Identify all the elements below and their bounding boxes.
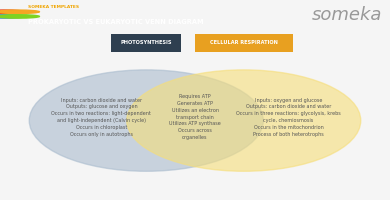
FancyBboxPatch shape [195,34,292,52]
Text: PROKARYOTIC VS EUKARYOTIC VENN DIAGRAM: PROKARYOTIC VS EUKARYOTIC VENN DIAGRAM [28,19,204,25]
Text: Inputs: carbon dioxide and water
Outputs: glucose and oxygen
Occurs in two react: Inputs: carbon dioxide and water Outputs… [51,98,151,137]
Text: CELLULAR RESPIRATION: CELLULAR RESPIRATION [210,40,278,45]
Text: SOMEKA TEMPLATES: SOMEKA TEMPLATES [28,5,79,9]
Text: Requires ATP
Generates ATP
Utilizes an electron
transport chain
Utilizes ATP syn: Requires ATP Generates ATP Utilizes an e… [169,94,221,140]
Circle shape [29,70,263,171]
Circle shape [0,15,25,18]
Circle shape [127,70,361,171]
Circle shape [0,15,39,18]
Text: Inputs: oxygen and glucose
Outputs: carbon dioxide and water
Occurs in three rea: Inputs: oxygen and glucose Outputs: carb… [236,98,341,137]
Circle shape [0,10,39,13]
Text: someka: someka [312,6,382,24]
FancyBboxPatch shape [111,34,181,52]
Text: PHOTOSYNTHESIS: PHOTOSYNTHESIS [121,40,172,45]
Circle shape [0,10,25,13]
